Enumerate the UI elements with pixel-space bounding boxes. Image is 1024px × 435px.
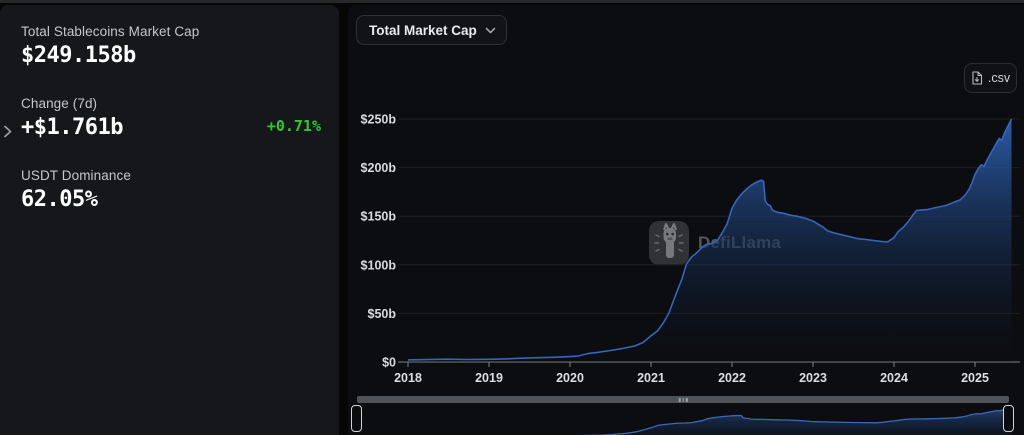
page-top-edge [0, 0, 1024, 3]
svg-text:$250b: $250b [361, 113, 397, 127]
svg-text:$0: $0 [382, 356, 396, 370]
metric-value: +$1.761b [21, 115, 123, 140]
chevron-right-icon[interactable] [2, 124, 13, 139]
brush-scrollbar[interactable] [357, 396, 1009, 403]
svg-text:$150b: $150b [361, 210, 397, 224]
svg-text:2025: 2025 [961, 371, 989, 385]
metric-select-label: Total Market Cap [369, 22, 477, 38]
brush-line [573, 407, 1011, 435]
brush-mini-chart[interactable] [348, 396, 1024, 435]
svg-text:2022: 2022 [718, 371, 746, 385]
svg-text:$200b: $200b [361, 161, 397, 175]
metric-select-dropdown[interactable]: Total Market Cap [356, 15, 507, 45]
csv-download-button[interactable]: .csv [964, 63, 1017, 93]
svg-text:$50b: $50b [368, 307, 397, 321]
svg-text:2023: 2023 [799, 371, 827, 385]
metric-total-market-cap: Total Stablecoins Market Cap $249.158b [21, 24, 321, 68]
change-percent-badge: +0.71% [266, 116, 321, 135]
chevron-down-icon [485, 27, 496, 33]
svg-text:2019: 2019 [475, 371, 503, 385]
metric-label: Total Stablecoins Market Cap [21, 24, 200, 39]
metric-usdt-dominance: USDT Dominance 62.05% [21, 168, 321, 212]
metric-label: Change (7d) [21, 96, 98, 111]
brush-area [604, 408, 1012, 435]
metric-change-7d: Change (7d) +$1.761b +0.71% [21, 96, 321, 140]
x-axis: 2018 2019 2020 2021 2022 2023 2024 2025 [394, 361, 1020, 385]
svg-text:$100b: $100b [361, 258, 397, 272]
csv-button-label: .csv [987, 71, 1011, 85]
brush-grip-icon [678, 397, 688, 402]
svg-text:2021: 2021 [637, 371, 665, 385]
stats-panel: Total Stablecoins Market Cap $249.158b C… [0, 5, 339, 435]
svg-text:2018: 2018 [394, 371, 422, 385]
svg-text:2024: 2024 [880, 371, 908, 385]
csv-file-icon [972, 71, 982, 85]
brush-handle-right[interactable] [1003, 405, 1014, 432]
market-cap-area [408, 119, 1012, 362]
metric-label: USDT Dominance [21, 168, 131, 183]
svg-text:2020: 2020 [556, 371, 584, 385]
metric-value: 62.05% [21, 187, 98, 212]
market-cap-line [407, 118, 1013, 361]
brush-handle-left[interactable] [351, 405, 362, 432]
y-axis-labels: $0 $50b $100b $150b $200b $250b [361, 113, 397, 370]
metric-value: $249.158b [21, 43, 136, 68]
chart-panel: DefiLlama $0$50b$100b$150b$200b$250b2018… [348, 5, 1024, 435]
